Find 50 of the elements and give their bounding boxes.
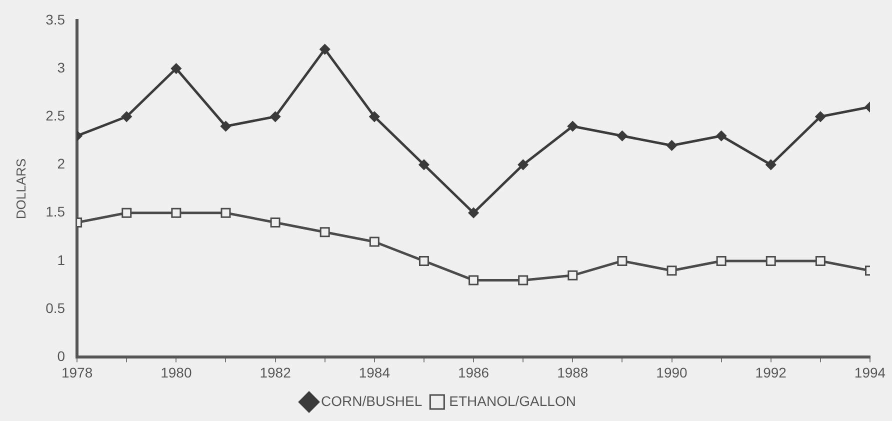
legend-label: ETHANOL/GALLON [449,392,576,409]
point [320,227,330,238]
point [568,270,578,280]
point [220,208,231,218]
point [369,236,380,247]
point [567,121,578,132]
point [170,63,182,74]
point [418,256,429,266]
point [171,208,182,218]
point [468,208,479,218]
point [716,130,727,142]
point [716,256,726,266]
y-tick-label: 2 [57,156,66,172]
x-tick-label: 1978 [61,364,93,380]
x-tick-label: 1984 [358,364,390,380]
point [418,159,430,170]
point [270,111,281,122]
point [468,275,479,286]
point [815,256,826,266]
point [270,217,280,228]
point [518,159,528,170]
point [815,111,826,122]
y-tick-label: 0 [57,348,66,364]
x-tick-label: 1994 [854,364,886,380]
x-tick-label: 1988 [557,364,588,380]
x-tick-label: 1986 [458,364,490,380]
y-tick-label: 1.5 [46,204,66,220]
y-tick-label: 0.5 [46,300,66,316]
point [122,208,132,218]
y-tick-label: 2.5 [46,107,66,124]
x-tick-label: 1982 [260,364,292,380]
point [766,159,776,170]
point [666,266,677,276]
x-tick-label: 1990 [656,364,688,380]
y-tick-label: 3.5 [46,11,66,28]
y-axis-title: DOLLARS [13,158,28,220]
x-tick-label: 1992 [755,364,787,380]
y-tick-label: 3 [57,59,66,76]
point [220,121,231,132]
x-tick-label: 1980 [160,364,192,380]
point [617,256,628,266]
point [766,256,776,266]
point [666,140,678,151]
point [369,111,380,122]
point [616,130,628,142]
point [121,111,132,122]
y-tick-label: 1 [57,252,66,268]
point [518,275,528,286]
legend-label: CORN/BUSHEL [321,392,422,409]
point [320,44,330,55]
